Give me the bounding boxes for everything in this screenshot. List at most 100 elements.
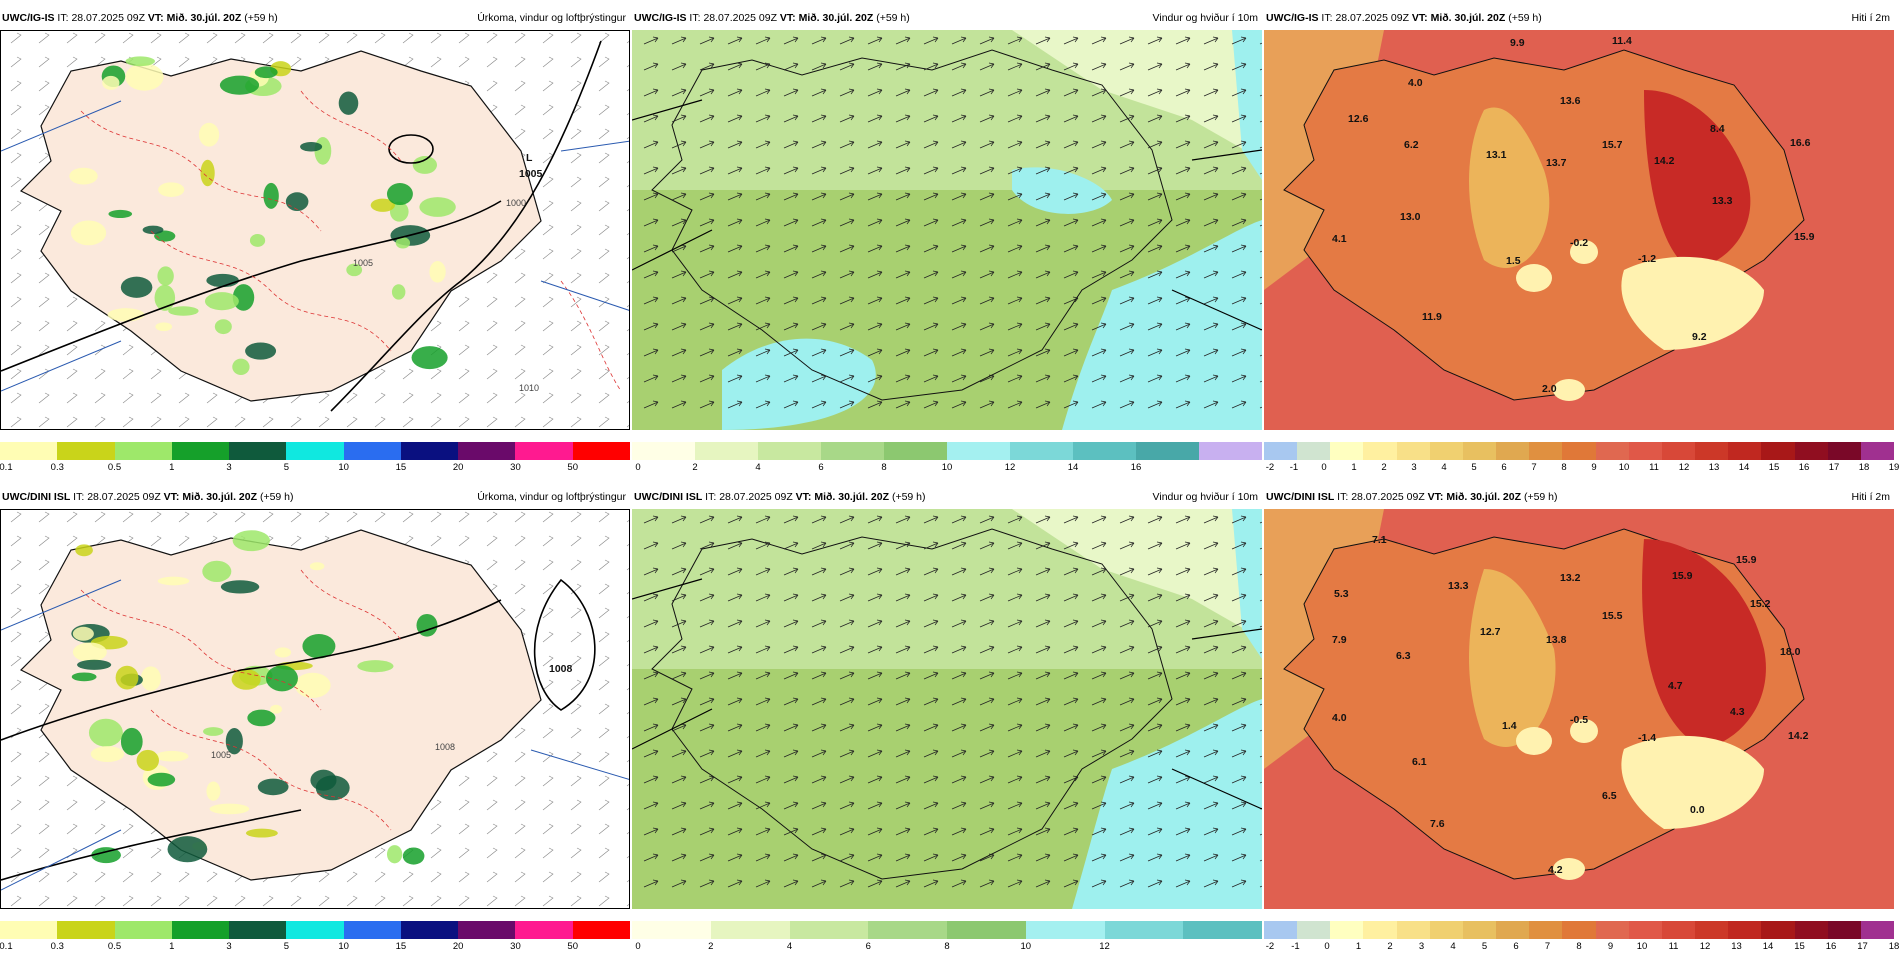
temperature-map: 7.1 13.3 13.2 15.9 15.9 5.3 15.5 15.2 12… [1264, 509, 1894, 909]
svg-text:14.2: 14.2 [1654, 155, 1675, 167]
colorbar-swatch [1761, 921, 1795, 939]
svg-text:2.0: 2.0 [1542, 383, 1557, 395]
colorbar-tick-label: 8 [1561, 462, 1567, 473]
colorbar-tick-label: 13 [1708, 462, 1720, 473]
colorbar-swatch [400, 921, 459, 939]
colorbar-swatch [1661, 442, 1696, 460]
colorbar-tick-label: 4 [786, 941, 793, 952]
colorbar-tick-label: 10 [1636, 941, 1648, 952]
colorbar-tick-label: 14 [1762, 941, 1774, 952]
colorbar-swatch [1529, 921, 1563, 939]
svg-text:4.0: 4.0 [1408, 77, 1423, 89]
colorbar-tick-label: 0.5 [107, 462, 122, 473]
colorbar-swatch [1562, 921, 1596, 939]
colorbar-tick-label: 1 [169, 941, 175, 952]
wind-colorbar [632, 442, 1262, 460]
colorbar-swatch [1396, 442, 1430, 460]
svg-text:16.6: 16.6 [1790, 137, 1811, 149]
svg-text:8.4: 8.4 [1710, 123, 1725, 135]
panel-header: UWC/IG-IS IT: 28.07.2025 09Z VT: Mið. 30… [632, 10, 1262, 26]
colorbar-swatch [1363, 921, 1397, 939]
svg-text:18.0: 18.0 [1780, 646, 1801, 658]
colorbar-tick-label: 5 [1481, 941, 1488, 952]
panel-top-precip: UWC/IG-IS IT: 28.07.2025 09Z VT: Mið. 30… [0, 10, 630, 480]
run-info: UWC/DINI ISL IT: 28.07.2025 09Z VT: Mið.… [1266, 491, 1558, 503]
colorbar-tick-label: 50 [567, 941, 579, 952]
svg-text:13.3: 13.3 [1448, 580, 1469, 592]
colorbar-tick-label: 10 [941, 462, 953, 473]
svg-text:4.1: 4.1 [1332, 233, 1347, 245]
svg-text:7.9: 7.9 [1332, 634, 1347, 646]
colorbar-tick-label: -2 [1265, 941, 1275, 952]
isobar-label: 1000 [506, 198, 526, 208]
colorbar-tick-label: 8 [881, 462, 887, 473]
svg-text:13.2: 13.2 [1560, 572, 1581, 584]
colorbar-tick-label: 10 [1618, 462, 1630, 473]
colorbar-tick-label: 5 [283, 462, 290, 473]
svg-text:12.7: 12.7 [1480, 626, 1501, 638]
colorbar-swatch [1827, 442, 1861, 460]
colorbar-swatch [1794, 442, 1828, 460]
colorbar-tick-label: 15 [395, 941, 407, 952]
colorbar-swatch [1264, 921, 1298, 939]
panel-title: Hiti í 2m [1851, 12, 1890, 24]
svg-text:4.7: 4.7 [1668, 680, 1683, 692]
svg-text:12.6: 12.6 [1348, 113, 1369, 125]
colorbar-swatch [1628, 442, 1662, 460]
wind-map [632, 30, 1262, 430]
svg-text:4.0: 4.0 [1332, 712, 1347, 724]
svg-text:4.2: 4.2 [1548, 864, 1563, 876]
colorbar-swatch [1104, 921, 1184, 939]
low-pressure-label: L [526, 152, 533, 164]
colorbar-tick-label: 4 [1450, 941, 1456, 952]
colorbar-tick-label: 30 [510, 941, 521, 952]
svg-text:1.4: 1.4 [1502, 720, 1517, 732]
colorbar-tick-label: 13 [1731, 941, 1742, 952]
panel-top-temp: UWC/IG-IS IT: 28.07.2025 09Z VT: Mið. 30… [1264, 10, 1899, 480]
colorbar-swatch [695, 442, 758, 460]
colorbar-tick-label: 15 [395, 462, 407, 473]
colorbar-swatch [229, 921, 287, 939]
svg-text:15.9: 15.9 [1794, 231, 1815, 243]
wind-colorbar [632, 921, 1262, 939]
colorbar-tick-label: 6 [1513, 941, 1519, 952]
colorbar-swatch [1562, 442, 1596, 460]
colorbar-swatch [789, 921, 869, 939]
panel-header: UWC/IG-IS IT: 28.07.2025 09Z VT: Mið. 30… [1264, 10, 1894, 26]
panel-header: UWC/DINI ISL IT: 28.07.2025 09Z VT: Mið.… [1264, 489, 1894, 505]
colorbar-tick-label: 14 [1067, 462, 1079, 473]
colorbar-tick-label: 7 [1544, 941, 1551, 952]
temperature-colorbar [1264, 442, 1894, 460]
colorbar-swatch [947, 921, 1026, 939]
panel-title: Úrkoma, vindur og loftþrýstingur [477, 12, 626, 24]
colorbar-tick-label: 0.1 [0, 462, 13, 473]
colorbar-swatch [1728, 442, 1762, 460]
svg-text:15.9: 15.9 [1672, 570, 1693, 582]
colorbar-swatch [1661, 921, 1696, 939]
colorbar-swatch [758, 442, 821, 460]
colorbar-swatch [1496, 442, 1530, 460]
pressure-label: 1005 [519, 168, 543, 180]
colorbar-tick-label: 0 [635, 462, 641, 473]
colorbar-tick-label: 4 [1441, 462, 1447, 473]
svg-text:7.6: 7.6 [1430, 818, 1445, 830]
svg-text:1.5: 1.5 [1506, 255, 1521, 267]
isobar-label: 1005 [353, 258, 373, 268]
colorbar-tick-label: 17 [1828, 462, 1840, 473]
colorbar-swatch [229, 442, 287, 460]
colorbar-tick-label: 6 [818, 462, 824, 473]
colorbar-tick-label: 16 [1825, 941, 1837, 952]
colorbar-swatch [1010, 442, 1073, 460]
svg-text:6.5: 6.5 [1602, 790, 1617, 802]
colorbar-tick-label: 0.3 [50, 941, 64, 952]
colorbar-tick-label: -1 [1291, 941, 1300, 952]
colorbar-tick-label: 16 [1798, 462, 1810, 473]
colorbar-tick-label: 30 [510, 462, 521, 473]
svg-text:-1.2: -1.2 [1638, 253, 1656, 265]
colorbar-tick-label: 0.3 [50, 462, 64, 473]
colorbar-swatch [632, 921, 711, 939]
colorbar-swatch [114, 921, 172, 939]
colorbar-tick-label: 0 [1321, 462, 1327, 473]
colorbar-swatch [515, 442, 573, 460]
colorbar-tick-label: 10 [338, 462, 349, 473]
